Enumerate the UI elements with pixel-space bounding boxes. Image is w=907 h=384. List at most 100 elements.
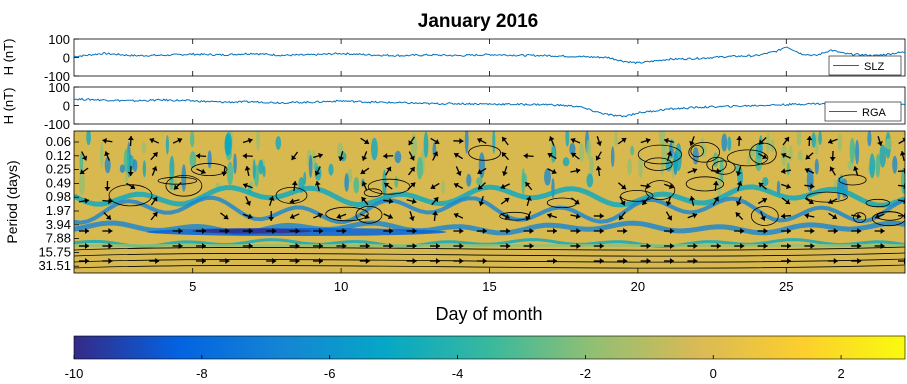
phase-arrow: [804, 167, 815, 174]
phase-arrow: [757, 243, 768, 249]
day-tick-label: 10: [334, 279, 348, 294]
phase-arrow: [104, 180, 111, 192]
phase-arrow: [430, 258, 440, 264]
phase-arrow: [220, 212, 229, 220]
phase-arrow: [641, 196, 650, 206]
phase-arrow: [664, 243, 674, 249]
phase-arrow: [781, 243, 791, 249]
power-blob: [256, 131, 260, 152]
phase-arrow: [781, 152, 791, 159]
phase-arrow: [172, 137, 183, 144]
phase-arrow: [618, 211, 626, 221]
period-tick-label: 0.12: [46, 148, 71, 163]
phase-arrow: [780, 213, 792, 220]
phase-arrow: [313, 243, 323, 249]
phase-arrow: [195, 152, 207, 159]
phase-arrow: [547, 152, 557, 160]
day-tick-label: 20: [631, 279, 645, 294]
power-blob: [766, 132, 770, 154]
ytick-label: 0: [63, 99, 70, 114]
ytick-label: 100: [48, 80, 70, 95]
phase-arrow: [851, 243, 862, 249]
legend-slz-box: [828, 55, 902, 76]
phase-arrow: [406, 243, 417, 249]
phase-arrow: [712, 180, 719, 192]
power-blob: [132, 159, 138, 172]
colorbar-tick-label: 0: [710, 366, 717, 381]
power-blob: [837, 133, 842, 152]
phase-arrow: [477, 182, 486, 190]
power-blob: [786, 162, 790, 176]
phase-arrow: [242, 213, 253, 220]
phase-arrow: [242, 228, 253, 234]
power-blob: [165, 135, 169, 155]
significance-contour: [838, 174, 867, 186]
power-blob: [207, 150, 212, 169]
phase-arrow: [664, 228, 674, 234]
phase-arrow: [500, 197, 510, 205]
panel-rga: 100 0 -100 H (nT) RGA: [1, 80, 906, 132]
power-blob: [814, 158, 819, 175]
phase-arrow: [780, 168, 792, 175]
phase-arrow: [360, 167, 370, 175]
phase-arrow: [500, 213, 510, 220]
power-blob: [565, 131, 570, 147]
phase-arrow: [476, 228, 487, 234]
phase-arrow: [408, 166, 416, 176]
phase-arrow: [804, 212, 815, 219]
phase-arrow: [477, 137, 487, 144]
phase-arrow: [736, 181, 743, 191]
phase-arrow: [827, 258, 838, 264]
phase-arrow: [500, 183, 511, 190]
power-blob: [586, 139, 592, 160]
colorbar-tick-label: -4: [452, 366, 464, 381]
phase-arrow: [663, 137, 675, 144]
phase-arrow: [127, 165, 134, 177]
power-blob: [466, 173, 472, 187]
phase-arrow: [501, 136, 509, 146]
power-blob: [867, 131, 872, 147]
phase-arrow: [245, 196, 251, 206]
power-blob: [797, 150, 803, 162]
panel-rga-ylabel: H (nT): [1, 88, 16, 125]
phase-arrow: [618, 182, 627, 190]
phase-arrow: [244, 165, 251, 177]
phase-arrow: [804, 183, 815, 190]
phase-arrow: [665, 196, 672, 206]
phase-arrow: [313, 258, 323, 264]
power-blob: [190, 131, 195, 148]
significance-contour: [499, 211, 531, 221]
legend-rga-label: RGA: [862, 107, 887, 119]
phase-arrow: [79, 228, 89, 234]
power-blob: [755, 153, 763, 172]
phase-arrow: [291, 180, 298, 192]
power-blob: [416, 156, 423, 180]
phase-arrow: [570, 167, 581, 174]
phase-arrow: [383, 153, 394, 160]
phase-arrow: [383, 228, 394, 234]
phase-arrow: [664, 258, 674, 264]
phase-arrow: [242, 243, 253, 249]
day-tick-label: 15: [482, 279, 496, 294]
power-blob: [550, 146, 556, 164]
phase-arrow: [525, 211, 532, 221]
legend-slz-label: SLZ: [864, 61, 884, 73]
power-blob: [544, 168, 551, 186]
heatmap-ylabel: Period (days): [4, 160, 20, 243]
phase-arrow: [313, 212, 323, 219]
power-band: [74, 195, 905, 225]
phase-arrow: [455, 166, 462, 176]
power-blob: [869, 153, 876, 179]
phase-arrow: [851, 258, 862, 264]
phase-arrow: [735, 211, 744, 221]
phase-arrow: [851, 213, 862, 220]
phase-arrow: [406, 258, 417, 264]
day-tick-label: 25: [779, 279, 793, 294]
phase-arrow: [430, 182, 440, 190]
phase-arrow: [453, 212, 464, 219]
significance-contour: [806, 191, 848, 203]
significance-contour: [726, 149, 769, 167]
phase-arrow: [853, 166, 859, 176]
significance-contour: [74, 264, 905, 269]
phase-arrow: [666, 151, 673, 161]
